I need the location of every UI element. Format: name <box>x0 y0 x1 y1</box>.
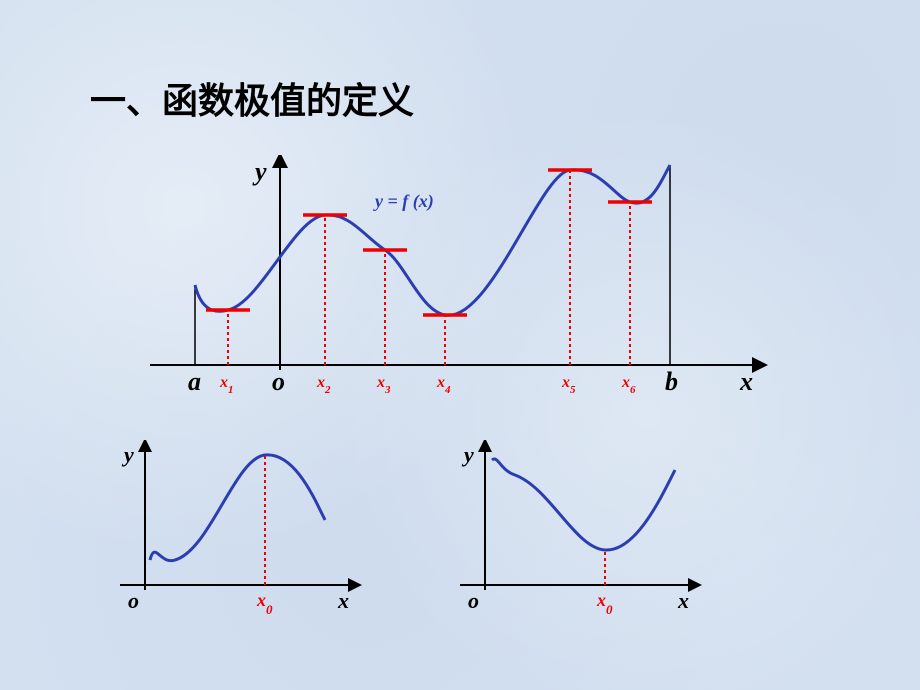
extremum-label: x1 <box>219 374 234 396</box>
x-axis-label: x <box>337 588 349 613</box>
origin-label: o <box>272 367 285 396</box>
y-axis-label: y <box>252 157 267 186</box>
extremum-label: x2 <box>316 374 331 396</box>
extremum-label: x4 <box>436 374 451 396</box>
y-axis-label: y <box>121 442 134 467</box>
x-axis-label: x <box>677 588 689 613</box>
y-axis-label: y <box>461 442 474 467</box>
origin-label: o <box>468 588 479 613</box>
b-label: b <box>665 367 678 396</box>
x-axis-label: x <box>739 367 753 396</box>
curve-right <box>492 459 675 550</box>
curve-top <box>195 165 670 315</box>
x0-label: x0 <box>256 590 273 617</box>
figure-bottom-right: y x o x0 <box>460 440 720 620</box>
a-label: a <box>188 367 201 396</box>
extremum-label: x6 <box>621 374 636 396</box>
extremum-label: x3 <box>376 374 391 396</box>
figure-bottom-left: y x o x0 <box>120 440 380 620</box>
figure-top: x1 x2 x3 x4 x5 x6 y = f (x) y x o a b <box>150 155 770 425</box>
curve-left <box>150 455 325 561</box>
page-title: 一、函数极值的定义 <box>90 72 414 124</box>
func-label: y = f (x) <box>373 191 434 212</box>
extremum-label: x5 <box>561 374 576 396</box>
x0-label: x0 <box>596 590 613 617</box>
origin-label: o <box>128 588 139 613</box>
